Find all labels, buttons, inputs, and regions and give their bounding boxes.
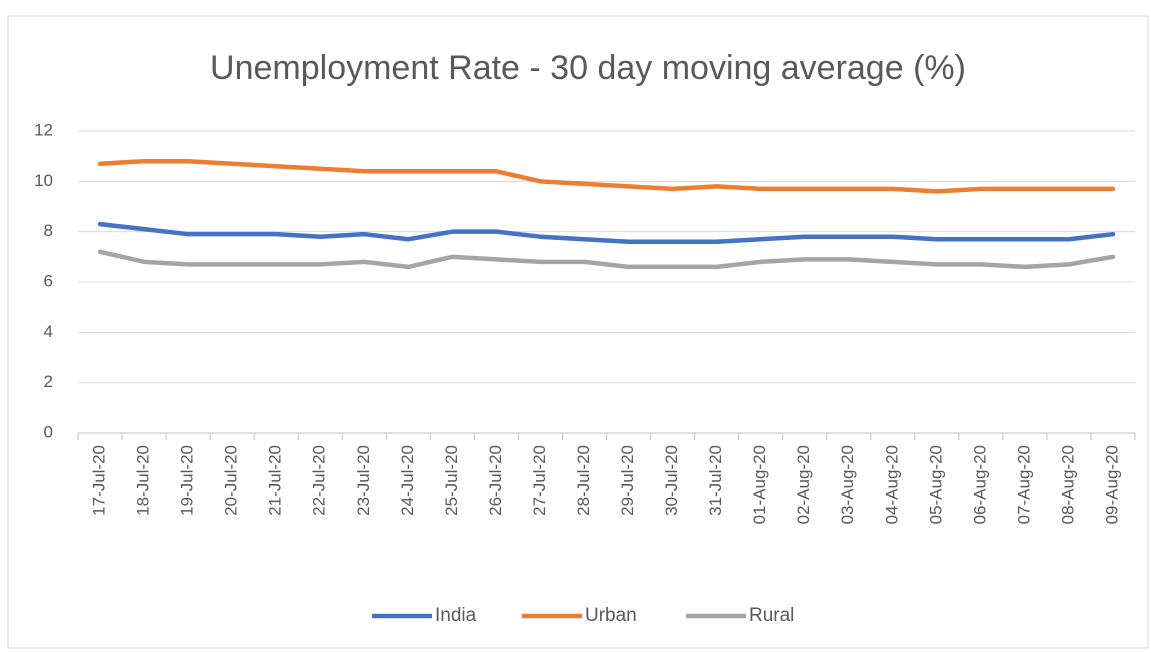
y-tick-label: 4 — [44, 322, 53, 341]
x-tick-label: 26-Jul-20 — [486, 445, 505, 516]
x-tick-label: 02-Aug-20 — [794, 445, 813, 524]
y-tick-label: 2 — [44, 372, 53, 391]
x-tick-label: 07-Aug-20 — [1014, 445, 1033, 524]
x-tick-label: 27-Jul-20 — [530, 445, 549, 516]
y-tick-label: 0 — [44, 422, 53, 441]
legend-label: Urban — [585, 605, 637, 626]
x-tick-label: 23-Jul-20 — [354, 445, 373, 516]
x-tick-label: 28-Jul-20 — [574, 445, 593, 516]
x-tick-label: 30-Jul-20 — [662, 445, 681, 516]
x-tick-label: 19-Jul-20 — [178, 445, 197, 516]
x-tick-label: 22-Jul-20 — [310, 445, 329, 516]
x-tick-label: 04-Aug-20 — [882, 445, 901, 524]
series-line — [97, 221, 1116, 244]
x-tick-label: 06-Aug-20 — [970, 445, 989, 524]
x-tick-label: 01-Aug-20 — [750, 445, 769, 524]
y-tick-label: 6 — [44, 271, 53, 290]
y-tick-label: 10 — [34, 171, 53, 190]
x-tick-label: 20-Jul-20 — [222, 445, 241, 516]
x-tick-label: 03-Aug-20 — [838, 445, 857, 524]
x-tick-label: 09-Aug-20 — [1102, 445, 1121, 524]
x-tick-label: 21-Jul-20 — [266, 445, 285, 516]
x-tick-label: 24-Jul-20 — [398, 445, 417, 516]
y-tick-label: 12 — [34, 120, 53, 139]
legend-label: India — [435, 605, 477, 626]
x-tick-label: 29-Jul-20 — [618, 445, 637, 516]
series-line — [97, 158, 1116, 194]
x-tick-label: 18-Jul-20 — [134, 445, 153, 516]
x-tick-label: 08-Aug-20 — [1058, 445, 1077, 524]
series-line — [97, 249, 1116, 270]
x-tick-label: 05-Aug-20 — [926, 445, 945, 524]
y-tick-label: 8 — [44, 221, 53, 240]
x-tick-label: 31-Jul-20 — [706, 445, 725, 516]
x-tick-label: 25-Jul-20 — [442, 445, 461, 516]
legend-label: Rural — [749, 605, 794, 626]
x-tick-label: 17-Jul-20 — [90, 445, 109, 516]
chart-title: Unemployment Rate - 30 day moving averag… — [210, 49, 966, 87]
